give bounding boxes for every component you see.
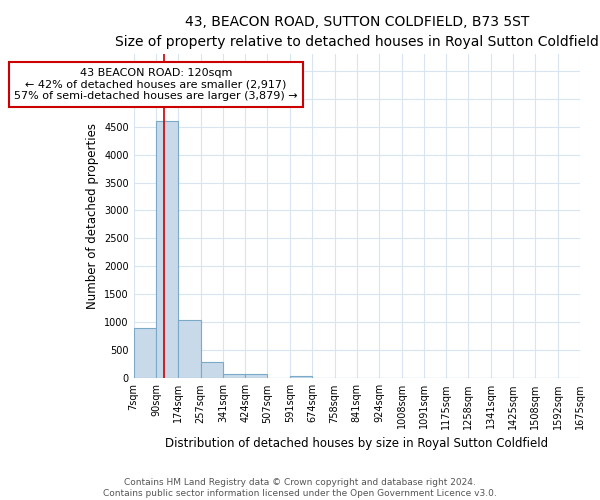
Bar bbox=[290, 376, 312, 378]
Bar bbox=[178, 320, 200, 378]
Bar bbox=[156, 121, 178, 378]
Title: 43, BEACON ROAD, SUTTON COLDFIELD, B73 5ST
Size of property relative to detached: 43, BEACON ROAD, SUTTON COLDFIELD, B73 5… bbox=[115, 15, 599, 48]
Bar bbox=[200, 362, 223, 378]
X-axis label: Distribution of detached houses by size in Royal Sutton Coldfield: Distribution of detached houses by size … bbox=[165, 437, 548, 450]
Text: Contains HM Land Registry data © Crown copyright and database right 2024.
Contai: Contains HM Land Registry data © Crown c… bbox=[103, 478, 497, 498]
Bar bbox=[245, 374, 268, 378]
Y-axis label: Number of detached properties: Number of detached properties bbox=[86, 123, 98, 309]
Bar bbox=[134, 328, 156, 378]
Bar bbox=[223, 374, 245, 378]
Text: 43 BEACON ROAD: 120sqm
← 42% of detached houses are smaller (2,917)
57% of semi-: 43 BEACON ROAD: 120sqm ← 42% of detached… bbox=[14, 68, 298, 101]
